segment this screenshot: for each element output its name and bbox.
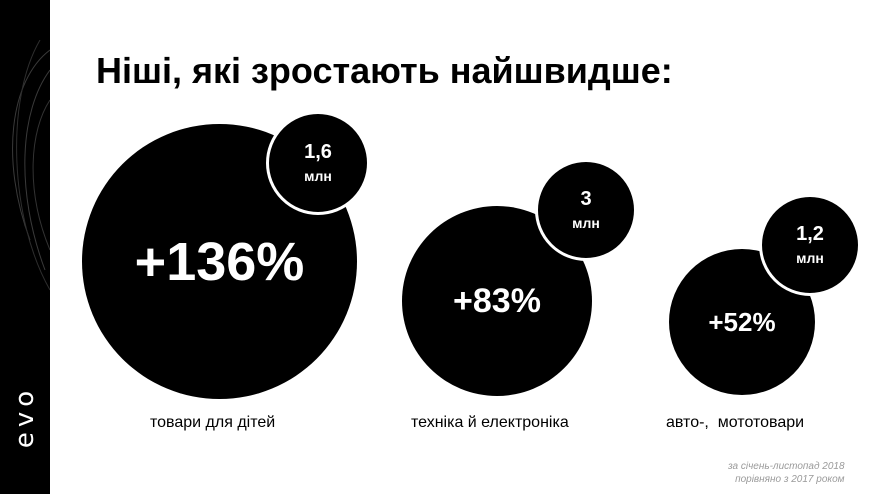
- volume-unit: млн: [304, 168, 332, 184]
- footnote-comparison: порівняно з 2017 роком: [735, 474, 845, 485]
- brand-sidebar: evo: [0, 0, 50, 494]
- volume-value: 1,6: [304, 141, 332, 163]
- growth-value: +136%: [134, 231, 305, 292]
- brand-logo: evo: [4, 372, 46, 462]
- footnote-period: за січень-листопад 2018: [728, 461, 845, 472]
- niche-label-auto: авто-, мототовари: [666, 414, 805, 431]
- niche-label-electronics: техніка й електроніка: [411, 414, 569, 431]
- niche-label-kids: товари для дітей: [150, 414, 276, 431]
- growth-value: +83%: [453, 281, 541, 320]
- volume-unit: млн: [572, 215, 600, 231]
- volume-badge-electronics: 3 млн: [535, 159, 637, 261]
- decorative-swirl-icon: [12, 40, 50, 291]
- growth-circle-auto: +52%: [669, 249, 815, 395]
- volume-value: 3: [580, 188, 592, 210]
- page-title: Ніші, які зростають найшвидше:: [96, 50, 673, 91]
- volume-badge-kids: 1,6 млн: [266, 111, 370, 215]
- brand-logo-text: evo: [10, 385, 41, 449]
- volume-badge-auto: 1,2 млн: [759, 194, 861, 296]
- footnote: за січень-листопад 2018 порівняно з 2017…: [728, 460, 845, 486]
- growth-value: +52%: [708, 306, 776, 337]
- volume-unit: млн: [796, 250, 824, 266]
- volume-value: 1,2: [796, 223, 824, 245]
